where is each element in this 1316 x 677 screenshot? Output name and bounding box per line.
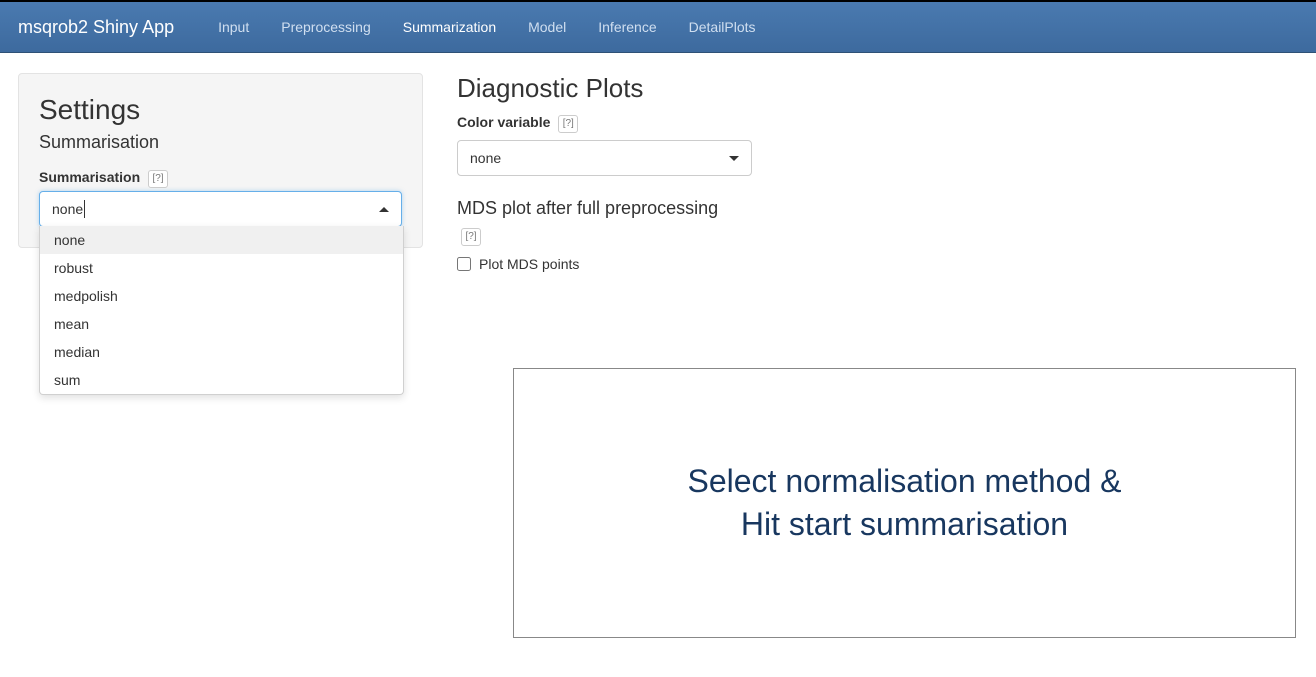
summarisation-select[interactable]: none — [39, 191, 402, 227]
summarisation-selected-value: none — [52, 200, 85, 218]
summarisation-label: Summarisation — [39, 169, 140, 185]
settings-title: Settings — [39, 94, 402, 126]
settings-panel: Settings Summarisation Summarisation [?]… — [18, 73, 423, 248]
help-icon[interactable]: [?] — [148, 170, 168, 188]
instruction-text: Select normalisation method & Hit start … — [688, 460, 1122, 546]
chevron-up-icon — [379, 207, 389, 212]
color-variable-select[interactable]: none — [457, 140, 752, 176]
summarisation-option-median[interactable]: median — [40, 338, 403, 366]
summarisation-control: Summarisation [?] — [39, 169, 402, 191]
help-icon[interactable]: [?] — [558, 115, 578, 133]
summarisation-option-robust[interactable]: robust — [40, 254, 403, 282]
summarisation-option-none[interactable]: none — [40, 226, 403, 254]
nav-tab-preprocessing[interactable]: Preprocessing — [265, 1, 387, 54]
nav-tab-summarization[interactable]: Summarization — [387, 1, 512, 54]
nav-tab-input[interactable]: Input — [202, 1, 265, 54]
summarisation-option-mean[interactable]: mean — [40, 310, 403, 338]
navbar: msqrob2 Shiny App InputPreprocessingSumm… — [0, 0, 1316, 53]
instruction-overlay: Select normalisation method & Hit start … — [513, 368, 1296, 638]
plot-mds-checkbox[interactable] — [457, 257, 471, 271]
summarisation-option-sum[interactable]: sum — [40, 366, 403, 394]
help-icon[interactable]: [?] — [461, 228, 481, 246]
color-variable-label: Color variable — [457, 114, 550, 130]
nav-tab-detailplots[interactable]: DetailPlots — [673, 1, 772, 54]
nav-tab-model[interactable]: Model — [512, 1, 582, 54]
summarisation-dropdown: nonerobustmedpolishmeanmediansum — [39, 226, 404, 395]
content-panel: Diagnostic Plots Color variable [?] none… — [457, 73, 1298, 272]
nav-items-container: InputPreprocessingSummarizationModelInfe… — [202, 1, 771, 54]
navbar-brand[interactable]: msqrob2 Shiny App — [18, 17, 174, 38]
chevron-down-icon — [729, 156, 739, 161]
color-variable-control: Color variable [?] — [457, 114, 1298, 136]
diagnostic-title: Diagnostic Plots — [457, 73, 1298, 104]
plot-mds-label: Plot MDS points — [479, 256, 579, 272]
color-variable-value: none — [470, 150, 501, 166]
settings-subtitle: Summarisation — [39, 132, 402, 153]
nav-tab-inference[interactable]: Inference — [582, 1, 672, 54]
mds-heading: MDS plot after full preprocessing — [457, 198, 1298, 219]
summarisation-option-medpolish[interactable]: medpolish — [40, 282, 403, 310]
plot-mds-checkbox-row[interactable]: Plot MDS points — [457, 256, 1298, 272]
main-area: Settings Summarisation Summarisation [?]… — [0, 53, 1316, 292]
